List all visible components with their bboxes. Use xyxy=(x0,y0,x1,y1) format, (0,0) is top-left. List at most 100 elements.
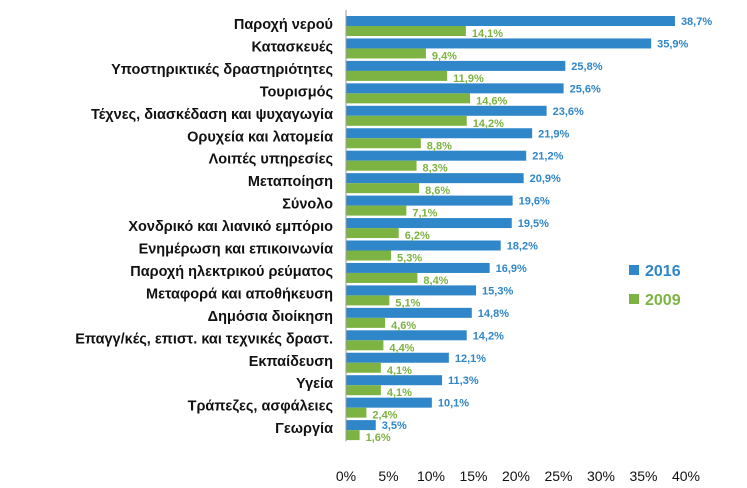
bar-2009 xyxy=(346,362,381,373)
bar-2016 xyxy=(346,285,477,296)
data-label-2009: 5,3% xyxy=(397,253,422,265)
category-labels: Παροχή νερού Κατασκευές Υποστηρικτικές δρα… xyxy=(75,17,333,437)
bar-2016 xyxy=(346,262,490,273)
legend-swatch xyxy=(629,294,639,304)
bar-2009 xyxy=(346,48,426,59)
data-label-2016: 18,2% xyxy=(507,241,538,253)
data-label-2009: 11,9% xyxy=(453,73,484,85)
bar-2009 xyxy=(346,160,417,171)
data-label-2016: 21,2% xyxy=(532,151,563,163)
data-label-2009: 2,4% xyxy=(372,410,397,422)
data-label-2009: 8,6% xyxy=(425,185,450,197)
x-axis: 0% 5% 10% 15% 20% 25% 30% 35% 40% xyxy=(336,10,700,484)
bar-2016 xyxy=(346,105,547,116)
x-tick-label: 0% xyxy=(336,468,356,484)
data-label-2016: 15,3% xyxy=(482,285,513,297)
data-label-2016: 16,9% xyxy=(496,263,527,275)
data-label-2016: 12,1% xyxy=(455,353,486,365)
bar-2016 xyxy=(346,397,432,408)
data-label-2016: 35,9% xyxy=(657,38,688,50)
category-label: Παροχή νερού xyxy=(234,17,333,33)
data-label-2016: 14,8% xyxy=(478,308,509,320)
category-label: Λοιπές υπηρεσίες xyxy=(209,152,333,168)
data-label-2009: 14,6% xyxy=(476,95,507,107)
bar-2016 xyxy=(346,150,527,161)
data-label-2009: 1,6% xyxy=(366,432,391,444)
data-label-2009: 14,1% xyxy=(472,28,503,40)
bar-2009 xyxy=(346,317,386,328)
bar-2009 xyxy=(346,138,421,149)
data-label-2009: 4,1% xyxy=(387,387,412,399)
data-label-2009: 8,3% xyxy=(423,163,448,175)
category-label: Γεωργία xyxy=(275,421,333,437)
data-label-2016: 19,5% xyxy=(518,218,549,230)
category-label: Παροχή ηλεκτρικού ρεύματος xyxy=(130,264,333,280)
bar-2016 xyxy=(346,307,472,318)
category-label: Τουρισμός xyxy=(260,84,333,100)
data-label-2016: 25,8% xyxy=(571,61,602,73)
bar-2009 xyxy=(346,115,467,126)
category-label: Υποστηρικτικές δραστηριότητες xyxy=(111,62,333,78)
bar-2009 xyxy=(346,93,471,104)
category-label: Υγεία xyxy=(296,376,333,392)
data-label-2016: 38,7% xyxy=(681,16,712,28)
data-label-2009: 8,8% xyxy=(427,140,452,152)
bar-2016 xyxy=(346,83,564,94)
bar-2009 xyxy=(346,205,407,216)
x-tick-label: 15% xyxy=(459,468,487,484)
data-label-2016: 3,5% xyxy=(382,420,407,432)
x-tick-label: 35% xyxy=(629,468,657,484)
bar-2009 xyxy=(346,340,384,351)
bars xyxy=(346,16,675,441)
bar-2016 xyxy=(346,352,449,363)
data-label-2016: 20,9% xyxy=(530,173,561,185)
category-label: Χονδρικό και λιανικό εμπόριο xyxy=(128,219,333,235)
x-tick-label: 20% xyxy=(502,468,530,484)
data-label-2009: 7,1% xyxy=(412,208,437,220)
legend-label: 2009 xyxy=(645,292,681,309)
data-label-2009: 4,4% xyxy=(389,342,414,354)
data-label-2016: 23,6% xyxy=(553,106,584,118)
category-label: Επαγγ/κές, επιστ. και τεχνικές δραστ. xyxy=(75,331,333,347)
bar-2009 xyxy=(346,228,399,239)
bar-2016 xyxy=(346,173,524,184)
data-label-2016: 21,9% xyxy=(538,128,569,140)
category-label: Σύνολο xyxy=(282,197,333,213)
category-label: Εκπαίδευση xyxy=(249,354,333,370)
bar-2009 xyxy=(346,250,392,261)
data-label-2009: 6,2% xyxy=(405,230,430,242)
bar-2009 xyxy=(346,70,448,81)
data-label-2009: 14,2% xyxy=(473,118,504,130)
data-label-2009: 4,6% xyxy=(391,320,416,332)
bar-2016 xyxy=(346,195,513,206)
bar-2016 xyxy=(346,330,467,341)
bar-2009 xyxy=(346,272,418,283)
bar-2009 xyxy=(346,26,466,36)
bar-2009 xyxy=(346,430,360,441)
data-label-2016: 25,6% xyxy=(570,83,601,95)
bar-2016 xyxy=(346,375,443,386)
bar-2009 xyxy=(346,183,420,194)
x-tick-label: 5% xyxy=(378,468,398,484)
data-label-2009: 4,1% xyxy=(387,365,412,377)
data-label-2016: 10,1% xyxy=(438,398,469,410)
category-label: Μεταποίηση xyxy=(248,174,333,190)
legend-label: 2016 xyxy=(645,263,681,280)
category-label: Τέχνες, διασκέδαση και ψυχαγωγία xyxy=(91,107,333,123)
bar-2009 xyxy=(346,407,367,418)
category-label: Δημόσια διοίκηση xyxy=(208,309,333,325)
category-label: Μεταφορά και αποθήκευση xyxy=(146,286,333,302)
data-labels: 38,7% 14,1% 35,9% 9,4% 25,8% 11,9% 25,6% 14,6% 2… xyxy=(366,16,713,444)
bar-2016 xyxy=(346,240,501,251)
data-label-2009: 5,1% xyxy=(395,297,420,309)
category-label: Τράπεζες, ασφάλειες xyxy=(188,399,333,415)
bar-2016 xyxy=(346,60,566,71)
bar-2016 xyxy=(346,420,376,431)
data-label-2009: 9,4% xyxy=(432,50,457,62)
bar-2009 xyxy=(346,385,381,396)
x-tick-label: 10% xyxy=(417,468,445,484)
bar-2016 xyxy=(346,38,652,49)
x-tick-label: 40% xyxy=(672,468,700,484)
legend: 2016 2009 xyxy=(629,263,681,309)
